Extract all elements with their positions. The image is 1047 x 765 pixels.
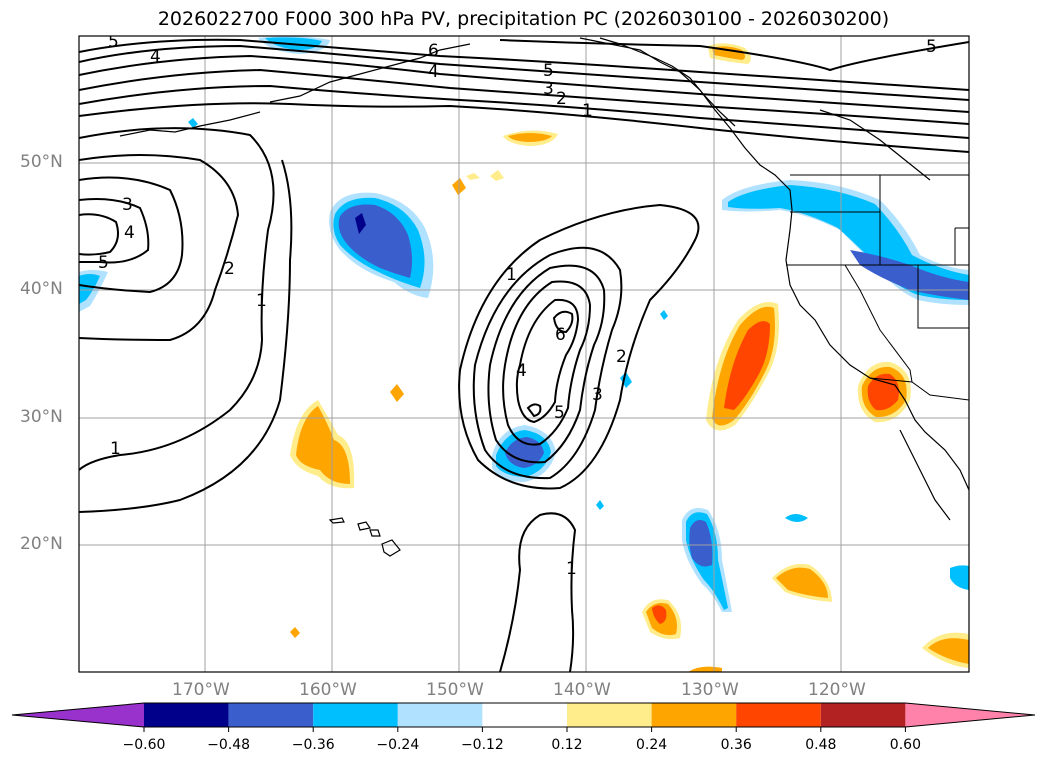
map-title: 2026022700 F000 300 hPa PV, precipitatio… [157, 8, 890, 30]
colorbar-swatch [144, 703, 229, 727]
precip-blob-positive [490, 170, 504, 181]
precip-blob-positive [508, 133, 552, 142]
precip-blob-positive [296, 406, 350, 484]
colorbar-tick-label: 0.60 [889, 737, 921, 753]
colorbar-swatch [820, 703, 906, 727]
lon-label: 160°W [299, 680, 357, 700]
colorbar-extend-high [905, 703, 1035, 727]
contour-label: 5 [926, 37, 937, 57]
contour-label: 1 [566, 559, 577, 579]
precip-blob-positive [867, 373, 899, 411]
contour-label: 5 [554, 403, 565, 423]
lon-label: 140°W [553, 680, 611, 700]
colorbar-tick-label: 0.48 [805, 737, 837, 753]
precip-blob-negative [355, 213, 366, 234]
contour-label: 4 [428, 62, 439, 82]
contour-label: 5 [543, 61, 554, 81]
contour-label: 2 [224, 259, 235, 279]
precip-blob-negative [596, 500, 604, 510]
precip-blob-positive [652, 605, 667, 624]
contour-label: 4 [124, 223, 135, 243]
colorbar-swatch [651, 703, 737, 727]
colorbar-swatch [482, 703, 567, 727]
precip-blob-positive [466, 173, 480, 180]
map-panel: 5 4 6 4 5 3 2 1 5 3 4 5 2 1 1 1 6 4 2 3 … [79, 32, 969, 672]
colorbar-extend-low [12, 703, 144, 727]
contour-label: 2 [616, 347, 627, 367]
lon-label: 120°W [808, 680, 866, 700]
hawaii-islands [328, 517, 401, 557]
contour-label: 5 [108, 32, 119, 52]
precip-blob-negative [660, 310, 668, 320]
contour-label: 2 [556, 89, 567, 109]
state-borders [786, 174, 969, 401]
colorbar-tick-label: −0.60 [122, 737, 166, 753]
contour-label: 5 [98, 253, 109, 273]
contour-label: 3 [592, 385, 603, 405]
colorbar-tick-label: −0.12 [460, 737, 504, 753]
contour-label: 1 [110, 439, 121, 459]
precip-blob-negative [79, 274, 100, 304]
contour-label: 1 [256, 291, 267, 311]
colorbar-swatch [736, 703, 821, 727]
lat-label: 40°N [20, 279, 63, 299]
precip-blob-positive [928, 638, 969, 664]
lon-label: 150°W [426, 680, 484, 700]
contour-label: 3 [122, 195, 133, 215]
colorbar-swatch [228, 703, 314, 727]
colorbar-tick-label: −0.36 [291, 737, 335, 753]
colorbar-tick-label: 0.12 [551, 737, 583, 753]
precip-fill-layer [79, 36, 969, 672]
contour-label: 1 [582, 101, 593, 121]
colorbar-tick-label: 0.36 [720, 737, 752, 753]
precip-blob-positive [724, 321, 770, 410]
colorbar-swatch [397, 703, 483, 727]
precip-blob-positive [290, 627, 300, 638]
pv-contours [79, 38, 969, 672]
lon-label: 130°W [681, 680, 739, 700]
contour-label: 4 [150, 47, 161, 67]
colorbar-tick-label: −0.24 [376, 737, 420, 753]
contour-label: 6 [555, 325, 566, 345]
lon-label: 170°W [172, 680, 230, 700]
precip-blob-positive [390, 384, 404, 402]
colorbar-tick-label: 0.24 [636, 737, 668, 753]
precip-blob-negative [950, 565, 969, 590]
contour-label: 4 [516, 361, 527, 381]
colorbar [11, 702, 1036, 732]
colorbar-swatch [567, 703, 652, 727]
lat-label: 30°N [20, 407, 63, 427]
contour-label: 3 [543, 79, 554, 99]
precip-blob-negative [689, 520, 713, 567]
colorbar-tick-label: −0.48 [207, 737, 251, 753]
colorbar-swatch [313, 703, 398, 727]
precip-blob-negative [188, 118, 198, 128]
lat-label: 50°N [20, 152, 63, 172]
precip-blob-negative [620, 372, 632, 388]
lat-label: 20°N [20, 534, 63, 554]
map-frame [78, 35, 970, 673]
contour-label: 6 [428, 41, 439, 61]
precip-blob-negative [785, 514, 808, 522]
precip-blob-positive [776, 567, 828, 598]
contour-label: 1 [506, 265, 517, 285]
contour-label-group: 5 4 6 4 5 3 2 1 5 3 4 5 2 1 1 1 6 4 2 3 … [98, 32, 937, 579]
